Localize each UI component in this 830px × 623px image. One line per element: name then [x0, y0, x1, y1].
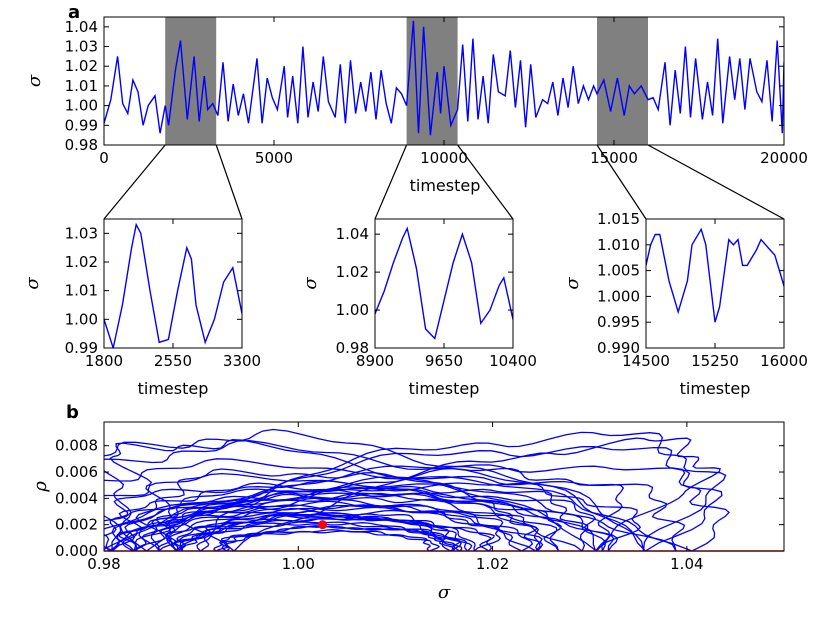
y-tick-label: 1.00 — [336, 301, 369, 319]
shaded-range-1 — [165, 17, 217, 145]
x-tick-label: 1.02 — [476, 555, 509, 573]
axes-frame — [103, 218, 243, 349]
x-axis-label: timestep — [138, 379, 209, 398]
y-tick-label: 0.990 — [597, 339, 640, 357]
fixed-point — [318, 520, 328, 530]
y-tick-label: 0.995 — [597, 313, 640, 331]
y-tick-label: 1.04 — [65, 18, 98, 36]
orbit-19 — [118, 482, 589, 551]
y-tick-label: 1.00 — [65, 310, 98, 328]
x-tick-label: 9650 — [425, 352, 463, 370]
chart-a-main: 0 5000 10000 15000 20000 0.98 0.991.00 1.01 1.02… — [24, 16, 808, 195]
x-tick-label: 1800 — [85, 352, 123, 370]
x-tick-label: 10400 — [489, 352, 537, 370]
x-tick-label: 2550 — [154, 352, 192, 370]
x-tick-label: 20000 — [760, 149, 808, 167]
orbit-20 — [196, 510, 462, 551]
y-tick-label: 1.02 — [65, 57, 98, 75]
zoom-connectors — [103, 144, 785, 220]
panel-a-label: a — [68, 2, 80, 23]
y-tick-label: 1.03 — [65, 224, 98, 242]
y-tick-label: 1.04 — [336, 225, 369, 243]
y-axis-label: σ — [22, 277, 43, 290]
connector-right-2 — [457, 144, 514, 220]
orbit-4 — [173, 521, 461, 551]
y-tick-label: 1.03 — [65, 38, 98, 56]
x-tick-label: 3300 — [223, 352, 261, 370]
series-line-sigma — [646, 227, 784, 323]
connector-right-3 — [647, 144, 785, 220]
orbit-1 — [121, 500, 534, 551]
y-tick-label: 0.98 — [336, 339, 369, 357]
y-tick-label: 0.99 — [65, 116, 98, 134]
x-tick-label: 1.00 — [282, 555, 315, 573]
orbit-2 — [157, 508, 502, 551]
chart-a-zoom-1: 1800 2550 3300 0.99 1.00 1.01 1.02 1.03 timestep… — [22, 218, 261, 398]
charts-group: 0 5000 10000 15000 200000.980.991.001.011.02… — [22, 16, 808, 603]
y-tick-label: 1.015 — [597, 210, 640, 228]
y-tick-label: 1.02 — [65, 253, 98, 271]
orbit-8 — [104, 439, 723, 551]
y-tick-label: 1.010 — [597, 236, 640, 254]
series-line-sigma — [104, 20, 784, 136]
series-line-sigma — [375, 226, 513, 340]
chart-b-phase: 0.98 1.00 1.02 1.04 0.000 0.002 0.004 0.006 0.00… — [30, 421, 785, 603]
orbit-17 — [116, 504, 544, 551]
y-axis-label: ρ — [30, 481, 51, 493]
x-tick-label: 0.98 — [87, 555, 120, 573]
x-tick-label: 15250 — [691, 352, 739, 370]
x-tick-label: 0 — [99, 149, 109, 167]
x-tick-label: 16000 — [760, 352, 808, 370]
connector-left-2 — [374, 144, 408, 220]
y-tick-label: 1.02 — [336, 263, 369, 281]
y-tick-label: 1.01 — [65, 282, 98, 300]
y-axis-label: σ — [24, 74, 45, 87]
shaded-range-3 — [597, 17, 648, 145]
x-axis-label: σ — [438, 582, 451, 603]
y-tick-label: 1.01 — [65, 77, 98, 95]
y-tick-label: 0.99 — [65, 339, 98, 357]
chart-a-zoom-2: 8900 9650 10400 0.98 1.00 1.02 1.04 timestep σ — [300, 218, 537, 398]
connector-left-3 — [596, 144, 647, 220]
panel-b-label: b — [66, 402, 79, 423]
x-tick-label: 15000 — [590, 149, 638, 167]
y-tick-label: 0.008 — [55, 437, 98, 455]
x-tick-label: 8900 — [356, 352, 394, 370]
y-axis-label: σ — [562, 277, 583, 290]
x-tick-label: 5000 — [255, 149, 293, 167]
y-tick-label: 0.002 — [55, 516, 98, 534]
axes-frame — [103, 421, 785, 552]
x-axis-label: timestep — [680, 379, 751, 398]
connector-left-1 — [103, 144, 166, 220]
y-tick-label: 0.98 — [65, 136, 98, 154]
y-tick-label: 1.005 — [597, 262, 640, 280]
y-tick-label: 0.000 — [55, 542, 98, 560]
y-tick-label: 1.000 — [597, 287, 640, 305]
orbit-10 — [109, 437, 721, 551]
y-tick-label: 0.004 — [55, 489, 98, 507]
x-tick-label: 10000 — [420, 149, 468, 167]
y-tick-label: 1.00 — [65, 97, 98, 115]
y-tick-label: 0.006 — [55, 463, 98, 481]
x-axis-label: timestep — [409, 379, 480, 398]
axes-frame — [645, 218, 785, 349]
orbit-group — [104, 428, 730, 551]
axes-frame — [374, 218, 514, 349]
series-line-sigma — [104, 222, 242, 348]
y-axis-label: σ — [300, 277, 321, 290]
orbit-11 — [135, 467, 625, 551]
connector-right-1 — [215, 144, 243, 220]
orbit-14 — [213, 529, 441, 551]
x-tick-label: 1.04 — [670, 555, 703, 573]
x-axis-label: timestep — [410, 176, 481, 195]
orbit-15 — [104, 480, 642, 551]
orbit-7 — [104, 458, 730, 551]
orbit-12 — [219, 525, 463, 551]
chart-a-zoom-3: 14500 15250 16000 0.990 0.995 1.000 1.005 1.010… — [562, 210, 808, 398]
x-tick-label: 14500 — [622, 352, 670, 370]
